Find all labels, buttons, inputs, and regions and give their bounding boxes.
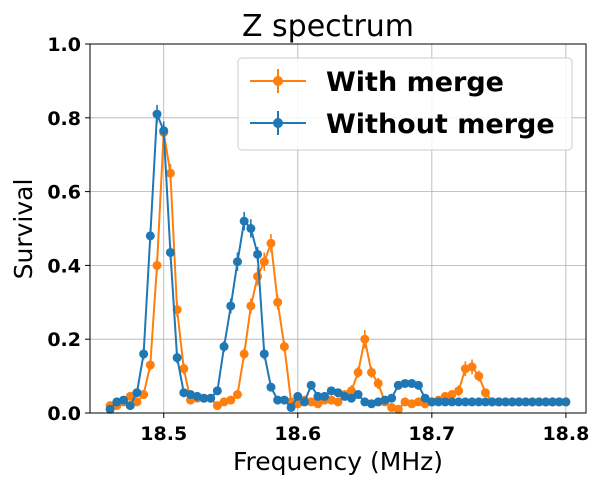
data-point (273, 298, 282, 307)
data-point (246, 301, 255, 310)
data-point (153, 261, 162, 270)
data-point (280, 396, 289, 405)
data-point (213, 386, 222, 395)
data-point (474, 372, 483, 381)
y-axis-ticks: 0.0 0.2 0.4 0.6 0.8 1.0 (47, 34, 90, 425)
data-point (300, 397, 309, 406)
data-point (126, 401, 135, 410)
data-point (240, 349, 249, 358)
x-tick-label: 18.5 (140, 423, 187, 445)
x-axis-label: Frequency (MHz) (233, 447, 443, 476)
data-point (226, 301, 235, 310)
data-point (132, 388, 141, 397)
data-point (354, 390, 363, 399)
data-point (561, 397, 570, 406)
legend: With merge Without merge (238, 58, 572, 150)
data-point (146, 231, 155, 240)
data-point (173, 353, 182, 362)
data-point (166, 248, 175, 257)
data-point (367, 368, 376, 377)
data-point (394, 405, 403, 414)
plot-series (106, 105, 571, 414)
data-point (139, 349, 148, 358)
legend-marker-without-merge (273, 118, 283, 128)
data-point (260, 257, 269, 266)
y-tick-label: 1.0 (47, 34, 81, 56)
data-point (106, 405, 115, 414)
data-point (166, 169, 175, 178)
data-point (159, 126, 168, 135)
y-tick-label: 0.8 (47, 108, 81, 130)
chart-title: Z spectrum (242, 9, 414, 44)
data-point (246, 224, 255, 233)
series-with-merge (106, 123, 571, 413)
y-tick-label: 0.0 (47, 403, 81, 425)
x-axis-ticks: 18.5 18.6 18.7 18.8 (140, 413, 589, 445)
data-point (374, 379, 383, 388)
series-line-without-merge (110, 114, 566, 409)
data-point (146, 361, 155, 370)
data-point (233, 390, 242, 399)
data-point (233, 257, 242, 266)
data-point (260, 349, 269, 358)
data-point (266, 383, 275, 392)
data-point (481, 388, 490, 397)
y-tick-label: 0.4 (47, 255, 81, 277)
x-tick-label: 18.8 (542, 423, 589, 445)
legend-label-without-merge: Without merge (326, 109, 555, 140)
y-tick-label: 0.6 (47, 182, 81, 204)
data-point (360, 335, 369, 344)
data-point (354, 368, 363, 377)
data-point (253, 250, 262, 259)
data-point (454, 386, 463, 395)
y-axis-label: Survival (9, 179, 38, 280)
data-point (280, 342, 289, 351)
data-point (153, 110, 162, 119)
data-point (287, 403, 296, 412)
data-point (468, 362, 477, 371)
data-point (387, 394, 396, 403)
x-tick-label: 18.7 (408, 423, 455, 445)
legend-marker-with-merge (273, 76, 283, 86)
data-point (206, 394, 215, 403)
data-point (307, 381, 316, 390)
data-point (414, 381, 423, 390)
data-point (240, 217, 249, 226)
data-point (266, 239, 275, 248)
data-point (253, 272, 262, 281)
x-tick-label: 18.6 (274, 423, 321, 445)
data-point (220, 342, 229, 351)
y-tick-label: 0.2 (47, 329, 81, 351)
legend-label-with-merge: With merge (326, 67, 504, 98)
